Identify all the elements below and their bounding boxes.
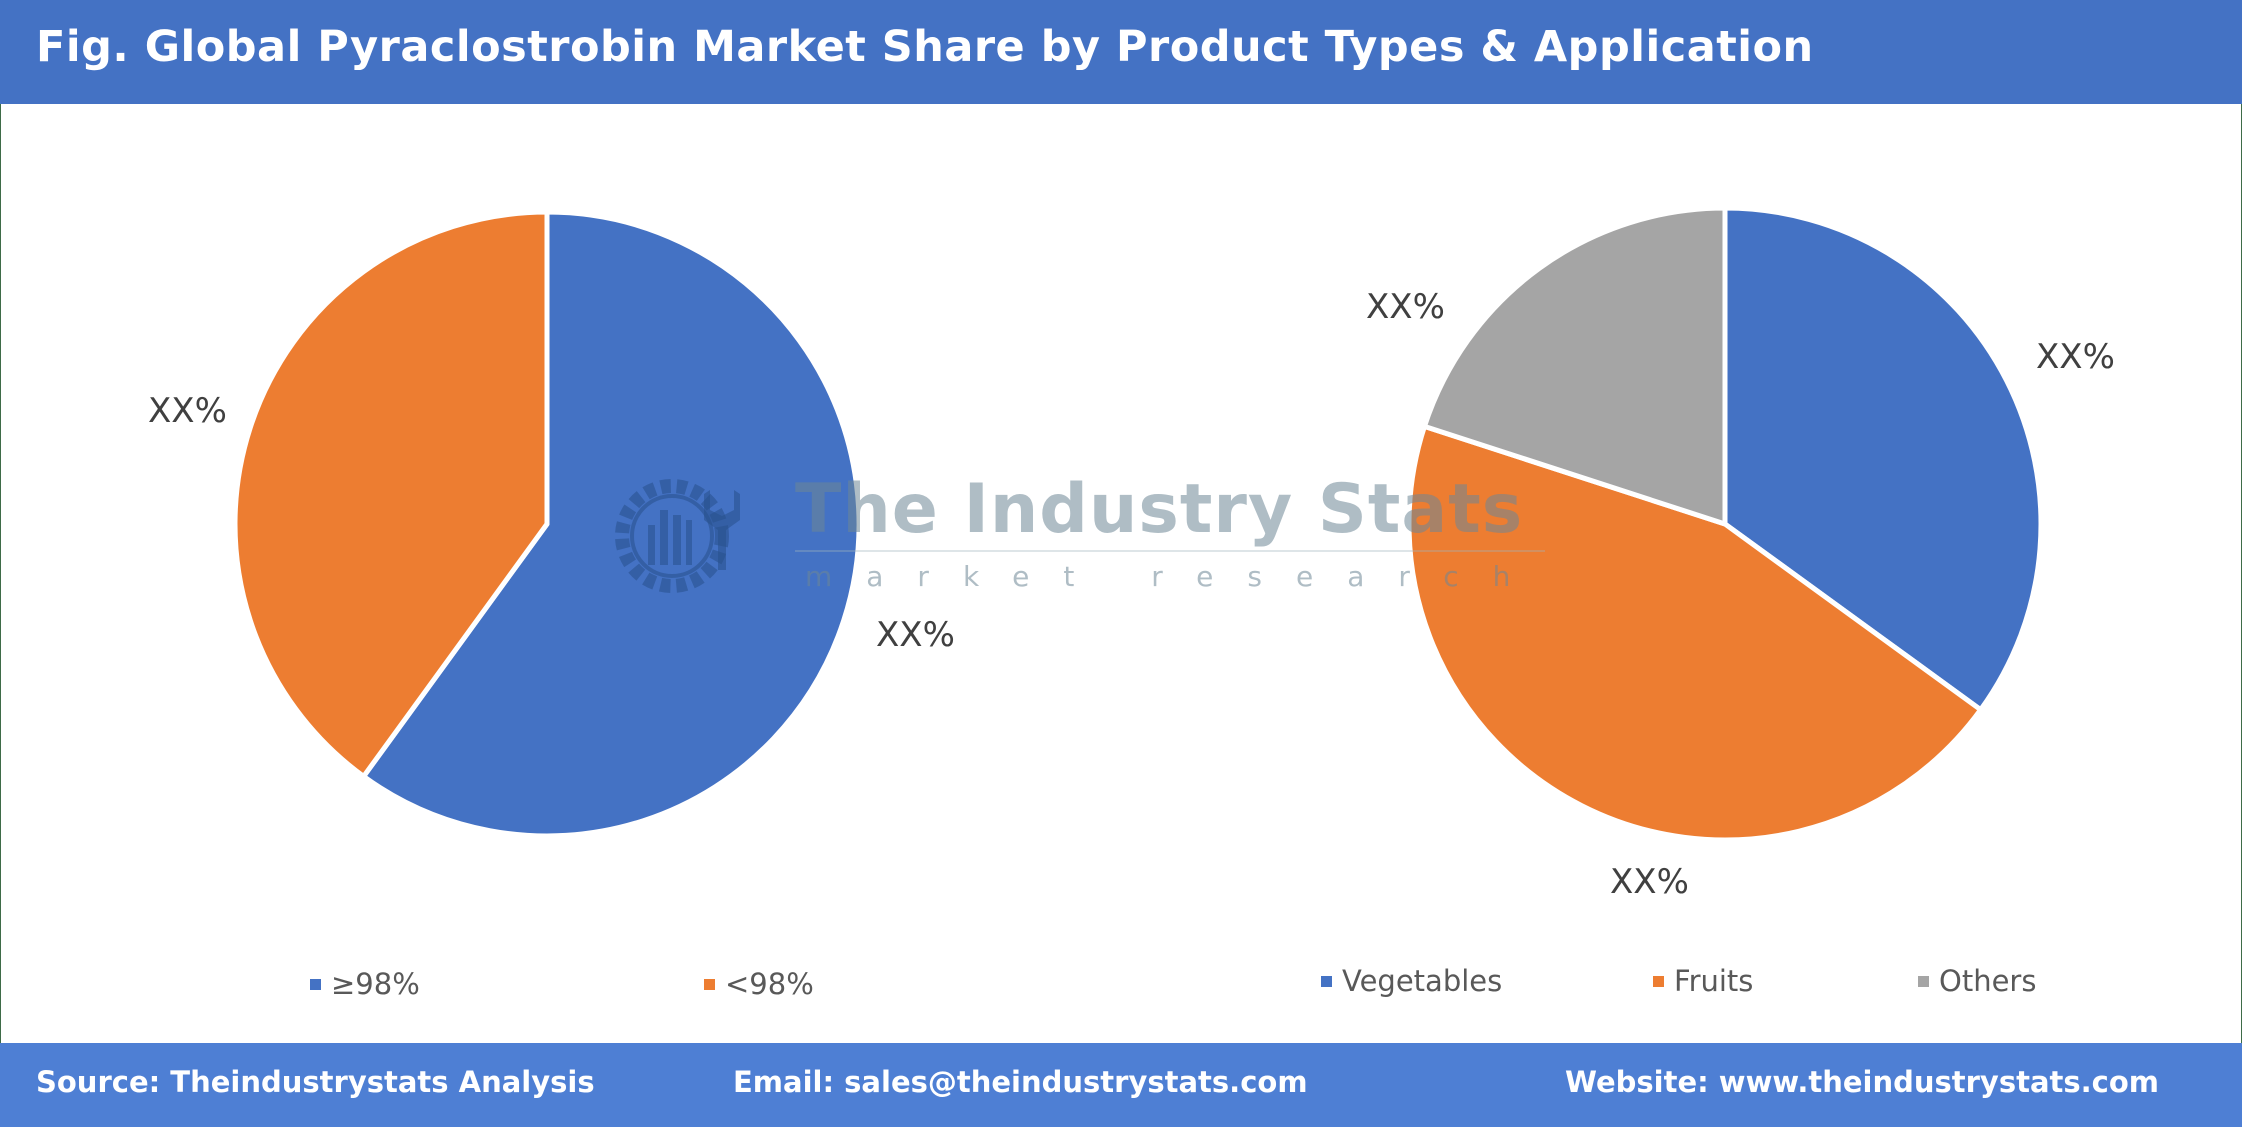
data-label-pie2-vegetables: XX% — [2036, 337, 2115, 377]
legend-swatch-blue — [1321, 975, 1332, 987]
legend-swatch-orange — [1653, 975, 1664, 987]
legend-label: Fruits — [1674, 964, 1754, 998]
legend-item-others: Others — [1918, 964, 2036, 998]
legend-label: Vegetables — [1342, 964, 1503, 998]
footer-source: Source: Theindustrystats Analysis — [36, 1065, 595, 1099]
legend-item-vegetables: Vegetables — [1321, 964, 1502, 998]
footer-website: Website: www.theindustrystats.com — [1565, 1065, 2160, 1099]
data-label-pie2-others: XX% — [1366, 287, 1445, 327]
pie-slice — [1406, 423, 1984, 843]
pie-slice — [1421, 205, 1728, 527]
pie-slice — [361, 209, 862, 839]
pie-slice — [232, 209, 550, 779]
legend-swatch-blue — [310, 978, 321, 990]
pie-chart-product-types — [232, 209, 862, 839]
footer-email: Email: sales@theindustrystats.com — [733, 1065, 1308, 1099]
legend-item-lt98: <98% — [704, 967, 814, 1001]
legend-item-ge98: ≥98% — [310, 967, 420, 1001]
legend-item-fruits: Fruits — [1653, 964, 1753, 998]
data-label-pie2-fruits: XX% — [1610, 862, 1689, 902]
data-label-pie1-ge98: XX% — [876, 615, 955, 655]
header-bar: Fig. Global Pyraclostrobin Market Share … — [0, 0, 2242, 104]
data-label-pie1-lt98: XX% — [148, 391, 227, 431]
legend-label: ≥98% — [331, 967, 420, 1001]
footer-bar: Source: Theindustrystats Analysis Email:… — [0, 1043, 2242, 1127]
pie-chart-application — [1406, 205, 2044, 843]
legend-swatch-grey — [1918, 975, 1929, 987]
pie-slice — [1722, 205, 2044, 713]
legend-swatch-orange — [704, 978, 715, 990]
legend-label: Others — [1939, 964, 2037, 998]
legend-label: <98% — [725, 967, 814, 1001]
figure-title: Fig. Global Pyraclostrobin Market Share … — [36, 22, 1814, 72]
